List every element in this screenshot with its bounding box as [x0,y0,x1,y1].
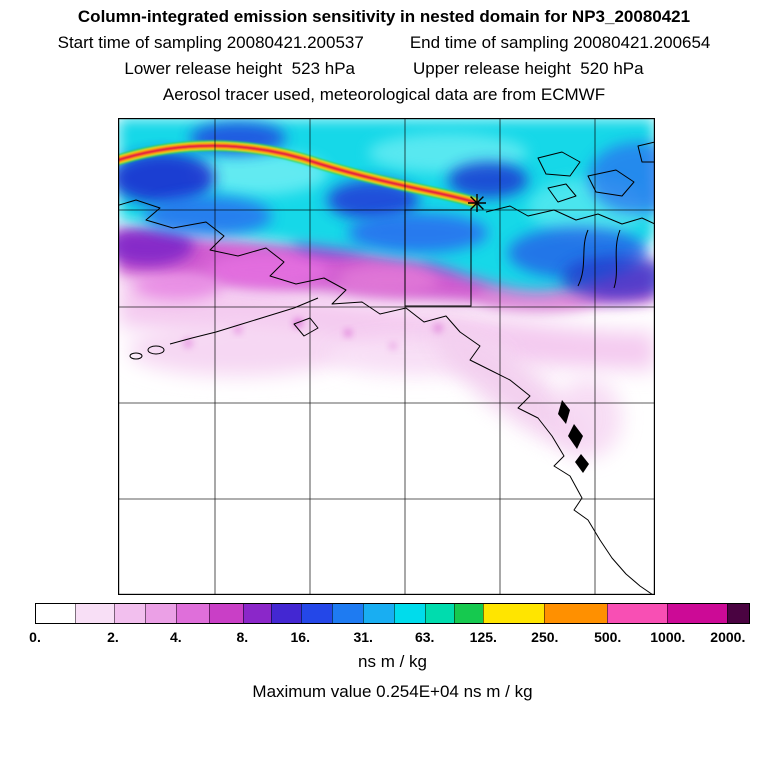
colorbar-segment [36,604,76,623]
colorbar-segment [113,604,146,623]
colorbar-segment [363,604,394,623]
nested-domain-box [404,209,472,307]
sensitivity-map [115,118,657,598]
coastal-islands [558,400,589,473]
colorbar-tick-labels: 0. 2. 4. 8. 16. 31. 63. 125. 250. 500. 1000. 2000. [29,629,750,647]
colorbar-units-label: ns m / kg [358,652,427,671]
sampling-times-row: Start time of sampling 20080421.200537 E… [0,33,768,53]
colorbar-segment [607,604,667,623]
start-time-label: Start time of sampling 20080421.200537 [57,33,364,52]
colorbar-tick: 63. [414,629,435,645]
colorbar-segment [667,604,727,623]
tracer-info-row: Aerosol tracer used, meteorological data… [0,85,768,105]
colorbar-tick: 1000. [650,629,686,645]
colorbar-tick: 500. [594,629,622,645]
colorbar-tick: 16. [290,629,310,645]
colorbar-tick: 31. [353,629,373,645]
colorbar-tick: 2. [107,629,119,645]
high-value-arc [118,140,479,209]
colorbar-segment [424,604,454,623]
colorbar-tick: 4. [170,629,182,645]
colorbar-segment [453,604,484,623]
colorbar-tick: 8. [236,629,249,645]
colorbar-segment [209,604,243,623]
colorbar-segment [331,604,364,623]
colorbar-segment [242,604,272,623]
end-time-label: End time of sampling 20080421.200654 [409,33,711,52]
colorbar-tick: 0. [29,629,41,645]
colorbar-segment [300,604,332,623]
max-value-label: Maximum value 0.254E+04 ns m / kg [252,682,533,701]
colorbar-segment [145,604,177,623]
colorbar-tick: 250. [531,629,559,645]
colorbar-segment [393,604,425,623]
colorbar-tick: 2000. [710,629,746,645]
page-title: Column-integrated emission sensitivity i… [0,7,768,27]
plume-layers [118,118,655,458]
colorbar-segment [483,604,545,623]
colorbar-segment [271,604,301,623]
colorbar-segment [176,604,210,623]
map-gridlines [118,118,655,595]
colorbar-segment [544,604,608,623]
receptor-marker [468,194,486,212]
colorbar-tick: 125. [469,629,497,645]
title-text: Column-integrated emission sensitivity i… [77,7,691,26]
lower-release-label: Lower release height 523 hPa [124,59,355,78]
map-svg [115,118,657,598]
colorbar-segment [726,604,749,623]
release-heights-row: Lower release height 523 hPa Upper relea… [0,59,768,79]
tracer-info-label: Aerosol tracer used, meteorological data… [162,85,606,104]
upper-release-label: Upper release height 520 hPa [413,59,644,78]
coastlines [115,141,657,598]
colorbar-segment [75,604,114,623]
map-border [118,118,655,595]
colorbar [35,603,750,624]
